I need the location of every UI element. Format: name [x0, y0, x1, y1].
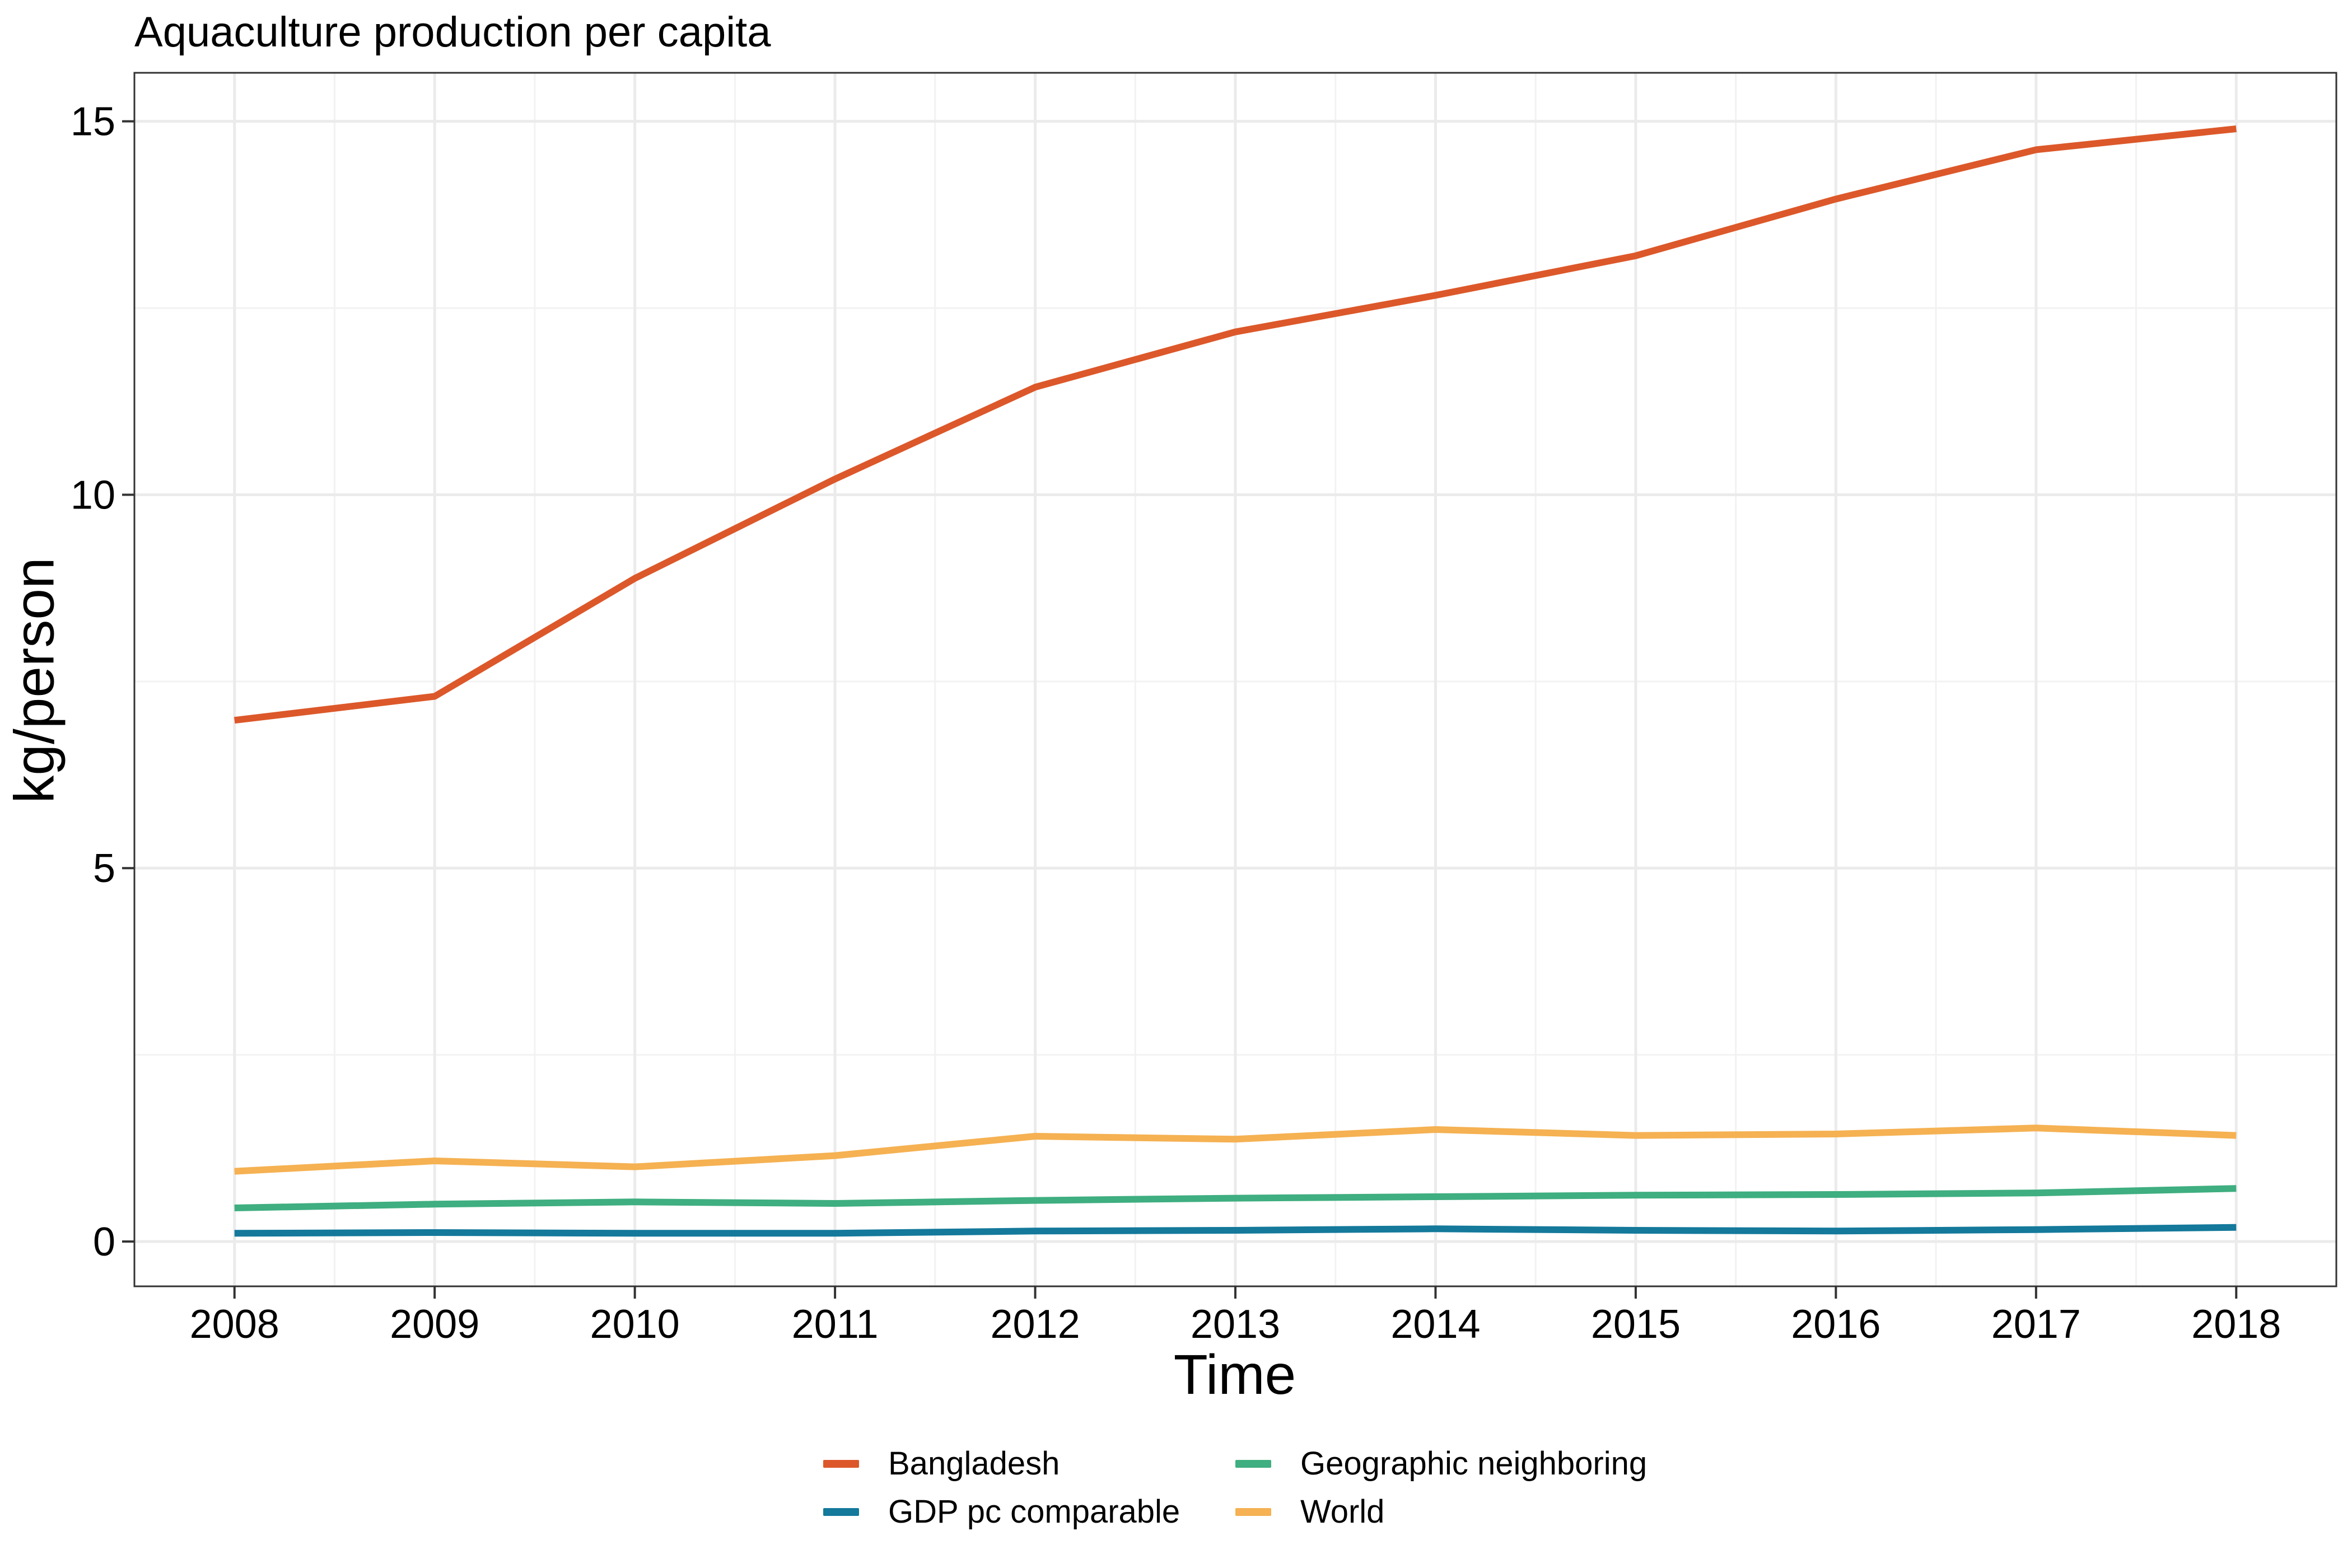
y-tick-label: 5	[93, 846, 115, 891]
x-tick-label: 2015	[1591, 1302, 1681, 1347]
chart-title: Aquaculture production per capita	[134, 8, 771, 56]
y-tick-label: 10	[71, 473, 115, 517]
series-line-geographic-neighboring	[234, 1185, 2237, 1211]
x-tick-label: 2014	[1390, 1302, 1480, 1347]
x-tick-label: 2010	[590, 1302, 680, 1347]
x-tick-label: 2008	[190, 1302, 279, 1347]
legend-item-geographic-neighboring: Geographic neighboring	[1235, 1445, 1647, 1482]
series-line-gdp-pc-comparable	[234, 1224, 2237, 1237]
x-tick-label: 2011	[792, 1302, 879, 1347]
y-tick-label: 15	[71, 100, 115, 144]
legend-item-bangladesh: Bangladesh	[823, 1445, 1060, 1482]
x-tick-label: 2016	[1791, 1302, 1880, 1347]
legend-item-gdp-pc-comparable: GDP pc comparable	[823, 1493, 1180, 1530]
x-tick-label: 2017	[1991, 1302, 2081, 1347]
legend-label-bangladesh: Bangladesh	[888, 1445, 1060, 1482]
legend: Bangladesh GDP pc comparable Geographic …	[823, 1445, 1719, 1540]
legend-item-world: World	[1235, 1493, 1384, 1530]
legend-key-world	[1235, 1508, 1271, 1516]
legend-label-gdp-pc-comparable: GDP pc comparable	[888, 1494, 1180, 1530]
x-tick-label: 2012	[990, 1302, 1080, 1347]
legend-label-geographic-neighboring: Geographic neighboring	[1300, 1445, 1648, 1482]
legend-key-gdp-pc-comparable	[823, 1508, 859, 1516]
legend-key-geographic-neighboring	[1235, 1459, 1271, 1468]
series-line-world	[234, 1124, 2237, 1175]
y-tick-label: 0	[93, 1220, 115, 1264]
x-tick-label: 2013	[1191, 1302, 1280, 1347]
legend-key-bangladesh	[823, 1459, 859, 1468]
y-axis-label: kg/person	[3, 557, 66, 804]
x-tick-label: 2009	[390, 1302, 479, 1347]
legend-label-world: World	[1300, 1494, 1385, 1530]
series-line-bangladesh	[234, 125, 2237, 724]
x-tick-label: 2018	[2191, 1302, 2281, 1347]
